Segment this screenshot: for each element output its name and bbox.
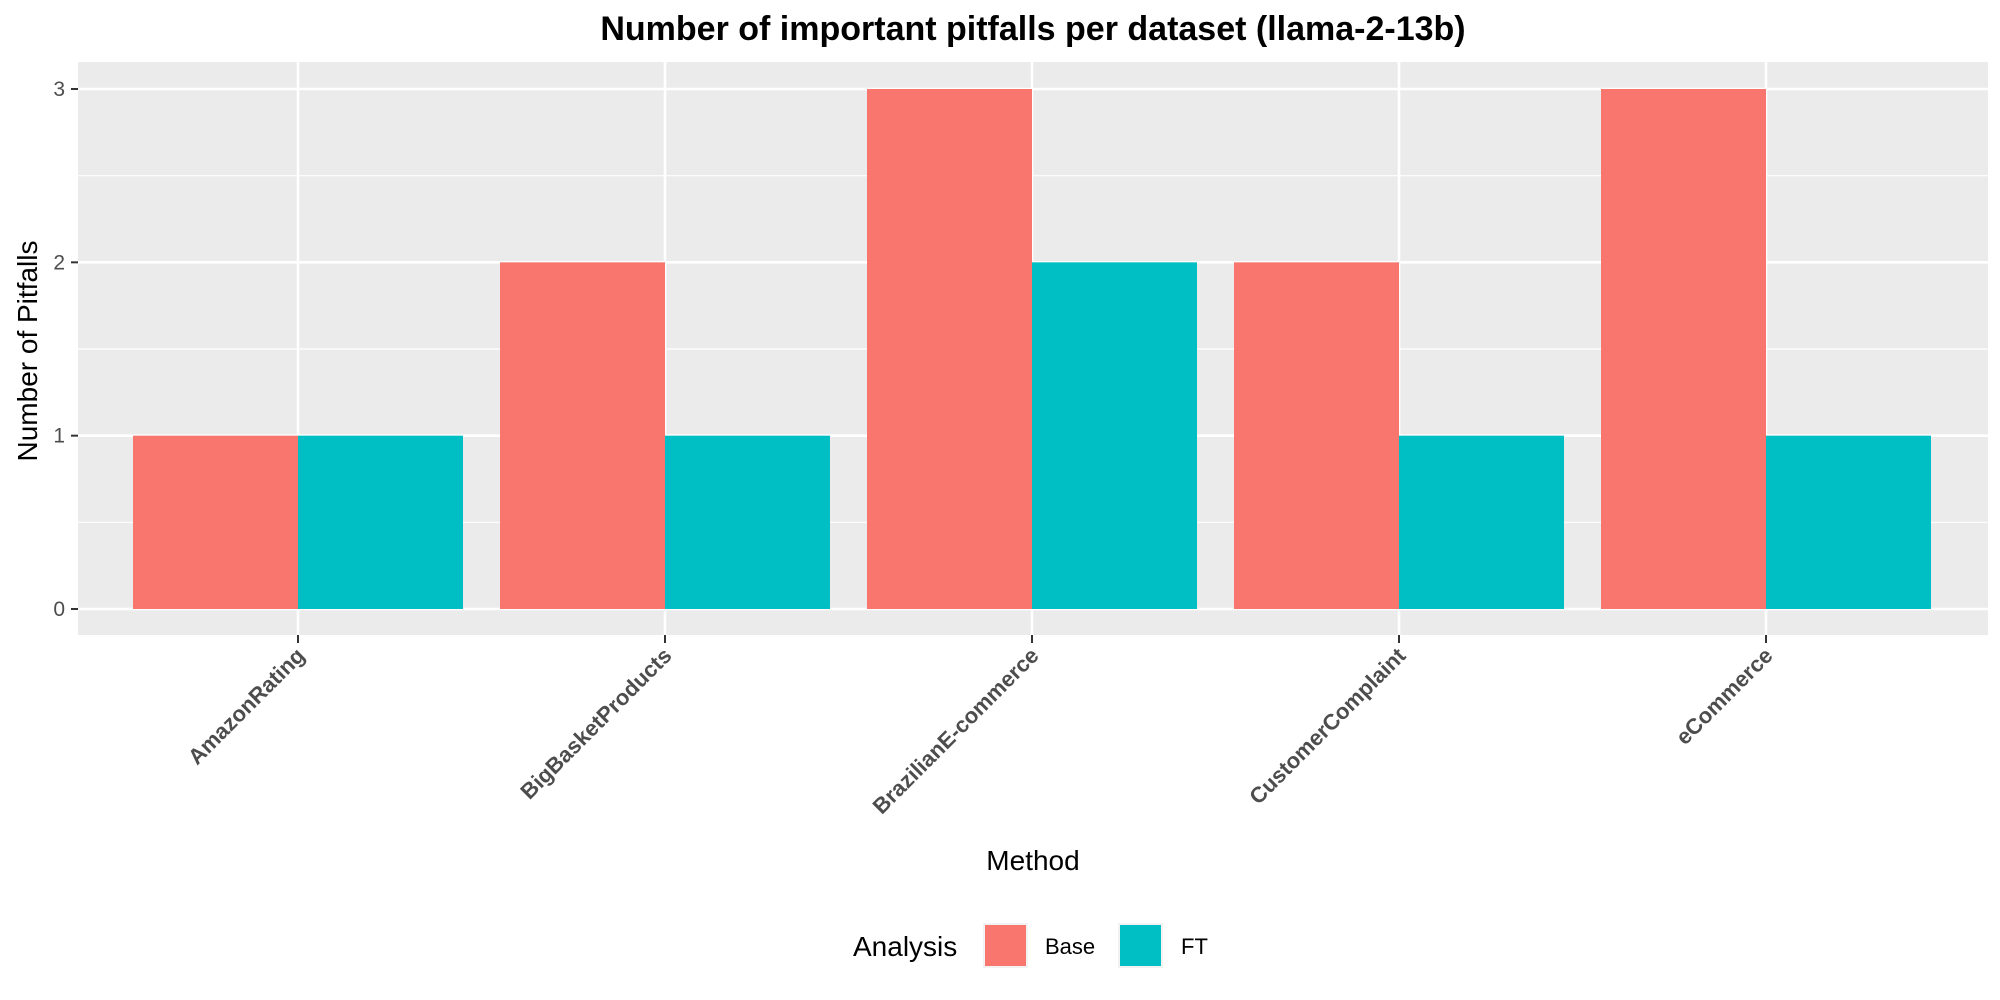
legend-title: Analysis: [853, 931, 957, 962]
bar-ft-bigbasketproducts: [665, 435, 830, 609]
y-tick-label: 0: [53, 598, 65, 621]
y-axis-title: Number of Pitfalls: [12, 241, 43, 462]
legend-swatch-ft: [1120, 925, 1161, 966]
x-tick-label: BigBasketProducts: [515, 643, 676, 804]
y-tick-label: 1: [53, 425, 65, 448]
bar-base-amazonrating: [133, 435, 298, 609]
y-axis: 0 1 2 3: [53, 78, 78, 621]
legend-label-base: Base: [1045, 934, 1095, 959]
legend-label-ft: FT: [1181, 934, 1208, 959]
bars: [133, 89, 1931, 609]
bar-base-customercomplaint: [1234, 262, 1399, 609]
x-axis: AmazonRating BigBasketProducts BrazilianE-…: [183, 635, 1778, 819]
bar-ft-braziliane-commerce: [1032, 262, 1197, 609]
legend: Analysis Base FT: [853, 923, 1208, 968]
y-tick-label: 3: [53, 78, 65, 101]
bar-base-bigbasketproducts: [500, 262, 665, 609]
chart-title: Number of important pitfalls per dataset…: [600, 10, 1465, 48]
bar-ft-customercomplaint: [1399, 435, 1564, 609]
bar-base-ecommerce: [1601, 89, 1766, 609]
x-tick-label: CustomerComplaint: [1244, 642, 1411, 809]
y-tick-label: 2: [53, 251, 65, 274]
x-tick-label: BrazilianE-commerce: [868, 643, 1044, 819]
legend-swatch-base: [985, 925, 1026, 966]
x-tick-label: AmazonRating: [183, 643, 310, 770]
x-tick-label: eCommerce: [1671, 643, 1778, 750]
bar-base-braziliane-commerce: [867, 89, 1032, 609]
bar-ft-amazonrating: [298, 435, 463, 609]
x-axis-title: Method: [986, 845, 1079, 876]
bar-ft-ecommerce: [1766, 435, 1931, 609]
